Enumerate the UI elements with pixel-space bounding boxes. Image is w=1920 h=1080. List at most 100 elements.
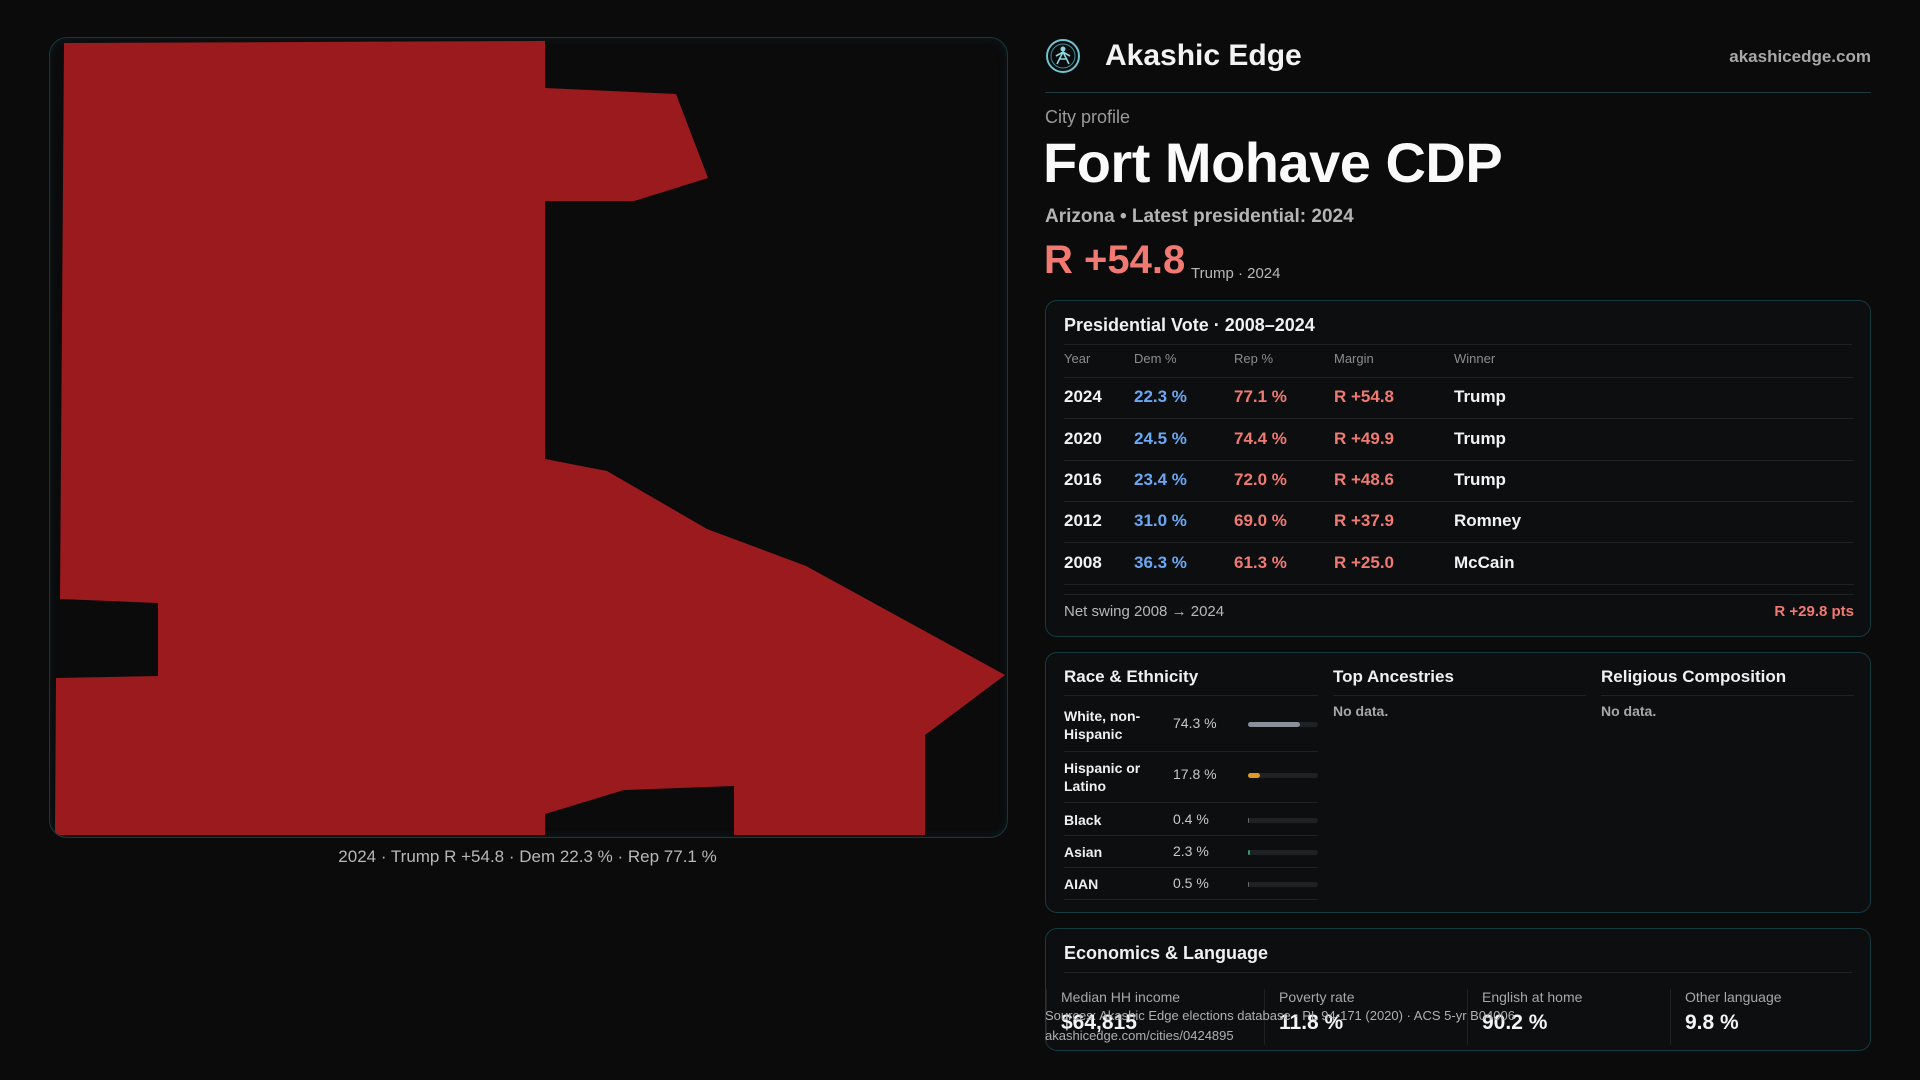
cell-margin: R +49.9 xyxy=(1334,429,1395,448)
net-swing-label: Net swing 2008 → 2024 xyxy=(1064,603,1225,620)
race-bar xyxy=(1248,882,1318,887)
race-bar-fill xyxy=(1248,882,1250,887)
race-row: Hispanic or Latino 17.8 % xyxy=(1064,755,1318,803)
race-label: Asian xyxy=(1064,844,1103,860)
econ-label: English at home xyxy=(1482,989,1583,1005)
race-bar xyxy=(1248,722,1318,727)
cell-dem: 31.0 % xyxy=(1134,511,1187,530)
cell-year: 2012 xyxy=(1064,511,1102,530)
race-title: Race & Ethnicity xyxy=(1064,667,1318,696)
race-bar xyxy=(1248,850,1318,855)
race-row: AIAN 0.5 % xyxy=(1064,870,1318,900)
map-caption: 2024 · Trump R +54.8 · Dem 22.3 % · Rep … xyxy=(338,847,717,866)
race-label: Black xyxy=(1064,812,1102,828)
vote-card-title: Presidential Vote · 2008–2024 xyxy=(1064,315,1852,345)
akashic-edge-logo-icon[interactable] xyxy=(1045,38,1081,74)
econ-item-other-language: Other language 9.8 % xyxy=(1670,989,1866,1045)
col-header-year: Year xyxy=(1064,351,1091,366)
race-bar xyxy=(1248,773,1318,778)
econ-item-english: English at home 90.2 % xyxy=(1467,989,1663,1045)
cell-rep: 72.0 % xyxy=(1234,470,1287,489)
table-row: 2016 23.4 % 72.0 % R +48.6 Trump xyxy=(1064,460,1854,502)
race-label: Hispanic or Latino xyxy=(1064,760,1141,794)
race-label: White, non-Hispanic xyxy=(1064,708,1141,742)
cell-margin: R +37.9 xyxy=(1334,511,1395,530)
cell-margin: R +48.6 xyxy=(1334,470,1395,489)
table-row: 2024 22.3 % 77.1 % R +54.8 Trump xyxy=(1064,377,1854,419)
source-line: Sources: Akashic Edge elections database… xyxy=(1045,1008,1515,1023)
cell-rep: 77.1 % xyxy=(1234,387,1287,406)
race-bar xyxy=(1248,818,1318,823)
cell-year: 2020 xyxy=(1064,429,1102,448)
ancestry-empty: No data. xyxy=(1333,703,1389,719)
cell-dem: 22.3 % xyxy=(1134,387,1187,406)
econ-label: Other language xyxy=(1685,989,1782,1005)
table-row: 2020 24.5 % 74.4 % R +49.9 Trump xyxy=(1064,419,1854,461)
col-header-rep: Rep % xyxy=(1234,351,1274,366)
cell-winner: Romney xyxy=(1454,511,1522,530)
cell-dem: 24.5 % xyxy=(1134,429,1187,448)
cell-winner: Trump xyxy=(1454,387,1506,406)
cell-rep: 69.0 % xyxy=(1234,511,1287,530)
table-row: 2012 31.0 % 69.0 % R +37.9 Romney xyxy=(1064,501,1854,543)
race-pct: 2.3 % xyxy=(1173,843,1209,859)
source-footer: Sources: Akashic Edge elections database… xyxy=(1045,1006,1515,1046)
race-ethnicity-section: Race & Ethnicity White, non-Hispanic 74.… xyxy=(1064,653,1318,912)
race-bar-fill xyxy=(1248,773,1261,778)
latest-margin-note: Trump · 2024 xyxy=(1191,265,1281,282)
brand-header: Akashic Edge akashicedge.com xyxy=(1045,30,1871,93)
race-bar-fill xyxy=(1248,722,1300,727)
religion-title: Religious Composition xyxy=(1601,667,1854,696)
race-label: AIAN xyxy=(1064,876,1099,892)
latest-margin: R +54.8 xyxy=(1044,238,1186,282)
page-title: Fort Mohave CDP xyxy=(1043,131,1503,194)
race-pct: 0.5 % xyxy=(1173,875,1209,891)
econ-item-poverty: Poverty rate 11.8 % xyxy=(1264,989,1460,1045)
economics-card: Economics & Language Median HH income $6… xyxy=(1045,928,1871,1051)
cell-margin: R +25.0 xyxy=(1334,553,1395,572)
econ-value: $64,815 xyxy=(1061,1011,1137,1034)
econ-value: 11.8 % xyxy=(1279,1011,1344,1034)
source-url-link[interactable]: akashicedge.com/cities/0424895 xyxy=(1045,1028,1234,1043)
cell-dem: 23.4 % xyxy=(1134,470,1187,489)
col-header-dem: Dem % xyxy=(1134,351,1177,366)
cell-winner: Trump xyxy=(1454,470,1506,489)
race-bar-fill xyxy=(1248,850,1250,855)
city-boundary-shape xyxy=(55,41,1005,835)
col-header-winner: Winner xyxy=(1454,351,1496,366)
brand-url-link[interactable]: akashicedge.com xyxy=(1729,47,1871,66)
brand-name[interactable]: Akashic Edge xyxy=(1105,39,1302,72)
race-row: White, non-Hispanic 74.3 % xyxy=(1064,705,1318,752)
race-row: Black 0.4 % xyxy=(1064,806,1318,836)
page-subtitle: Arizona • Latest presidential: 2024 xyxy=(1045,206,1354,227)
econ-value: 90.2 % xyxy=(1482,1011,1548,1034)
cell-rep: 74.4 % xyxy=(1234,429,1287,448)
page-eyebrow: City profile xyxy=(1045,107,1131,127)
presidential-vote-card: Presidential Vote · 2008–2024 Year Dem %… xyxy=(1045,300,1871,637)
econ-label: Poverty rate xyxy=(1279,989,1355,1005)
cell-year: 2008 xyxy=(1064,553,1102,572)
city-map[interactable] xyxy=(49,37,1008,838)
econ-value: 9.8 % xyxy=(1685,1011,1739,1034)
cell-dem: 36.3 % xyxy=(1134,553,1187,572)
race-bar-fill xyxy=(1248,818,1250,823)
ancestry-section: Top Ancestries No data. xyxy=(1333,653,1586,912)
demographics-card: Race & Ethnicity White, non-Hispanic 74.… xyxy=(1045,652,1871,913)
religion-section: Religious Composition No data. xyxy=(1601,653,1854,912)
net-swing-value: R +29.8 pts xyxy=(1774,603,1854,620)
city-boundary-map xyxy=(55,41,1005,835)
cell-year: 2024 xyxy=(1064,387,1102,406)
cell-rep: 61.3 % xyxy=(1234,553,1287,572)
econ-card-title: Economics & Language xyxy=(1064,943,1852,973)
race-row: Asian 2.3 % xyxy=(1064,838,1318,868)
race-pct: 0.4 % xyxy=(1173,811,1209,827)
econ-item-income: Median HH income $64,815 xyxy=(1046,989,1242,1045)
ancestry-title: Top Ancestries xyxy=(1333,667,1586,696)
religion-empty: No data. xyxy=(1601,703,1657,719)
cell-winner: McCain xyxy=(1454,553,1515,572)
race-pct: 17.8 % xyxy=(1173,766,1217,782)
net-swing-row: Net swing 2008 → 2024 R +29.8 pts xyxy=(1064,594,1854,620)
econ-label: Median HH income xyxy=(1061,989,1181,1005)
table-row: 2008 36.3 % 61.3 % R +25.0 McCain xyxy=(1064,543,1854,585)
cell-winner: Trump xyxy=(1454,429,1506,448)
